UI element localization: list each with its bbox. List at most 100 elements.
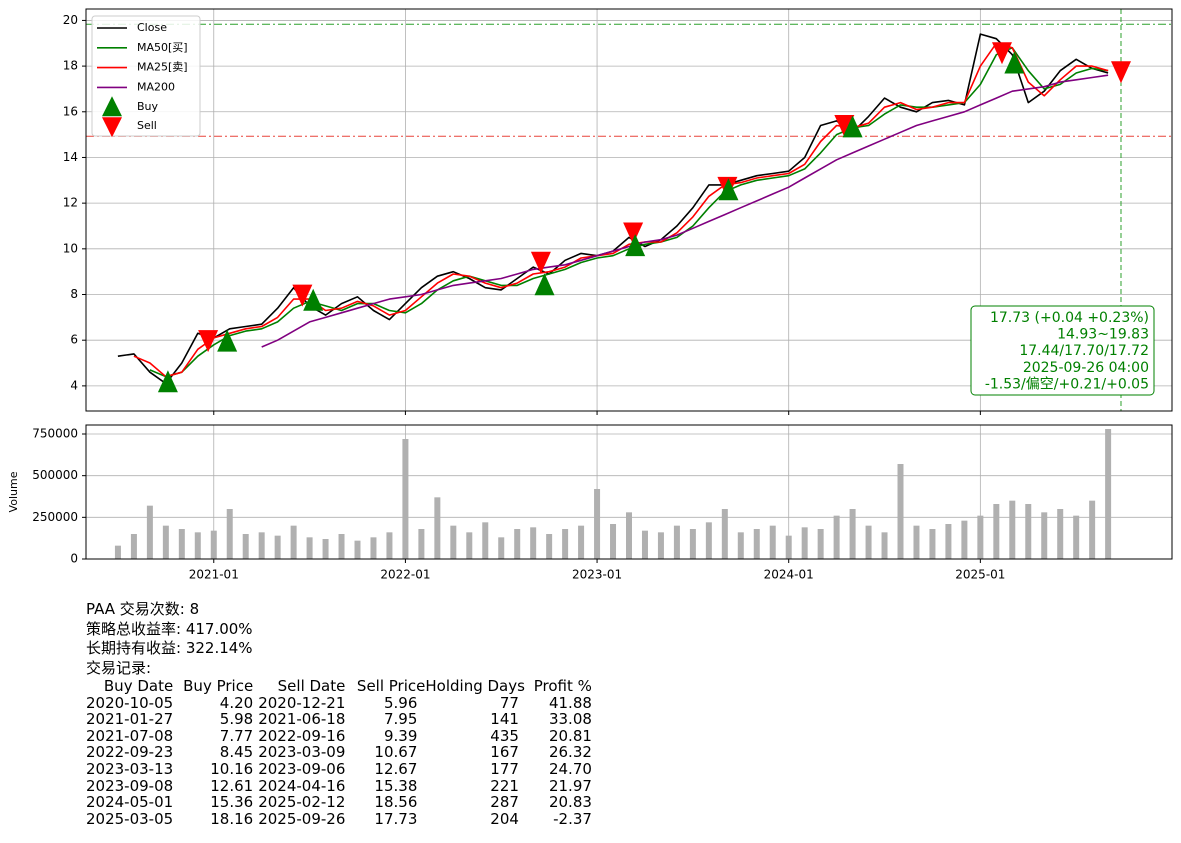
table-cell: 287 bbox=[490, 793, 519, 812]
table-cell: 2025-09-26 bbox=[258, 809, 346, 828]
buy-marker bbox=[534, 273, 555, 296]
sell-marker bbox=[1110, 61, 1131, 84]
volume-bar bbox=[1041, 512, 1048, 559]
volume-bar bbox=[130, 534, 137, 559]
volume-bar bbox=[913, 525, 920, 559]
buy-marker bbox=[1004, 51, 1025, 74]
column-header: Profit % bbox=[533, 677, 592, 695]
table-cell: 167 bbox=[490, 743, 519, 762]
volume-bar bbox=[610, 524, 617, 559]
legend-label: Buy bbox=[137, 100, 159, 113]
legend-swatch bbox=[102, 117, 122, 138]
volume-bar bbox=[306, 537, 313, 559]
y-tick-label: 16 bbox=[63, 104, 78, 118]
volume-bar bbox=[1025, 504, 1032, 559]
x-tick-label: 2025-01 bbox=[955, 568, 1005, 582]
table-cell: 204 bbox=[490, 809, 519, 828]
table-row: 2021-07-08 7.77 2022-09-16 9.39 435 20.81 bbox=[86, 728, 592, 745]
y-axis-label: Volume bbox=[7, 471, 20, 512]
table-row: 2023-03-13 10.16 2023-09-06 12.67 177 24.70 bbox=[86, 761, 592, 778]
table-cell: 26.32 bbox=[548, 743, 592, 762]
trade-table: Buy Date Buy Price Sell Date Sell Price Hold… bbox=[86, 678, 592, 827]
table-cell: 17.73 bbox=[374, 809, 418, 828]
volume-bar bbox=[274, 535, 281, 559]
table-cell: 41.88 bbox=[548, 693, 592, 712]
table-cell: 177 bbox=[490, 759, 519, 778]
volume-bar bbox=[993, 504, 1000, 559]
volume-bar bbox=[146, 505, 153, 559]
y-tick-label: 18 bbox=[63, 59, 78, 73]
volume-bar bbox=[402, 439, 409, 559]
volume-bar bbox=[641, 530, 648, 559]
volume-bar bbox=[594, 489, 601, 559]
table-cell: 5.96 bbox=[383, 693, 418, 712]
table-header: Buy Date Buy Price Sell Date Sell Price Hold… bbox=[86, 678, 592, 695]
y-tick-label: 20 bbox=[63, 13, 78, 27]
legend: Close MA50[买] MA25[卖] MA200 Buy Sell bbox=[91, 15, 201, 138]
volume-bar bbox=[514, 529, 521, 559]
table-cell: 2020-10-05 bbox=[86, 693, 174, 712]
volume-bar bbox=[626, 512, 632, 559]
summary-line: 交易记录: bbox=[86, 658, 152, 677]
volume-bar bbox=[897, 464, 904, 559]
volume-bar bbox=[370, 537, 377, 559]
y-tick-label: 10 bbox=[63, 241, 78, 255]
y-tick-label: 750000 bbox=[32, 427, 78, 441]
volume-bar bbox=[562, 529, 569, 559]
volume-bar bbox=[354, 540, 361, 559]
legend-label: Sell bbox=[137, 119, 157, 132]
volume-bar bbox=[705, 522, 712, 559]
table-cell: 20.81 bbox=[548, 726, 592, 745]
table-cell: 141 bbox=[490, 710, 519, 729]
legend-label: Close bbox=[137, 21, 167, 34]
volume-bar bbox=[785, 535, 792, 559]
sell-marker bbox=[198, 330, 219, 353]
volume-bar bbox=[290, 525, 297, 559]
sell-marker bbox=[623, 222, 644, 245]
legend-box bbox=[91, 15, 201, 137]
y-tick-label: 8 bbox=[70, 287, 78, 301]
volume-bar bbox=[530, 527, 537, 559]
annotation-text: 14.93~19.83 bbox=[1057, 327, 1149, 343]
table-cell: 10.67 bbox=[374, 743, 418, 762]
column-header: Holding Days bbox=[425, 677, 525, 695]
volume-bar bbox=[769, 525, 776, 559]
table-cell: 2021-01-27 bbox=[86, 710, 174, 729]
volume-bar bbox=[849, 509, 856, 559]
volume-bar bbox=[673, 525, 680, 559]
volume-bar bbox=[721, 509, 728, 559]
y-tick-label: 14 bbox=[63, 150, 78, 164]
table-row: 2024-05-01 15.36 2025-02-12 18.56 287 20.83 bbox=[86, 794, 592, 811]
annotation-text: -1.53/偏空/+0.21/+0.05 bbox=[985, 376, 1149, 392]
buy-marker bbox=[842, 115, 863, 138]
volume-bar bbox=[434, 497, 441, 559]
volume-bar bbox=[450, 525, 457, 559]
volume-bar bbox=[1089, 500, 1096, 559]
volume-bar bbox=[689, 529, 696, 559]
volume-bar bbox=[865, 525, 872, 559]
volume-bar bbox=[338, 534, 345, 559]
annotation-text: 2025-09-26 04:00 bbox=[1023, 360, 1149, 376]
volume-bar bbox=[945, 524, 952, 559]
table-cell: 33.08 bbox=[548, 710, 592, 729]
sell-marker bbox=[991, 42, 1012, 65]
volume-bar bbox=[482, 522, 489, 559]
volume-bar bbox=[801, 527, 808, 559]
column-header: Buy Date bbox=[103, 677, 174, 695]
table-cell: 7.77 bbox=[219, 726, 254, 745]
table-cell: 2021-06-18 bbox=[258, 710, 346, 729]
volume-bar bbox=[1073, 515, 1080, 559]
volume-bar bbox=[466, 532, 473, 559]
volume-bar bbox=[322, 539, 329, 559]
buy-marker bbox=[625, 234, 646, 257]
volume-bar bbox=[657, 532, 664, 559]
x-tick-label: 2022-01 bbox=[380, 568, 430, 582]
table-row: 2021-01-27 5.98 2021-06-18 7.95 141 33.08 bbox=[86, 711, 592, 728]
volume-bar bbox=[418, 529, 425, 559]
volume-bar bbox=[881, 532, 888, 559]
table-cell: 2023-09-08 bbox=[86, 776, 174, 795]
table-row: 2025-03-05 18.16 2025-09-26 17.73 204 -2.37 bbox=[86, 811, 592, 828]
column-header: Sell Price bbox=[356, 677, 426, 695]
sell-marker bbox=[530, 251, 551, 274]
volume-bar bbox=[242, 534, 249, 559]
